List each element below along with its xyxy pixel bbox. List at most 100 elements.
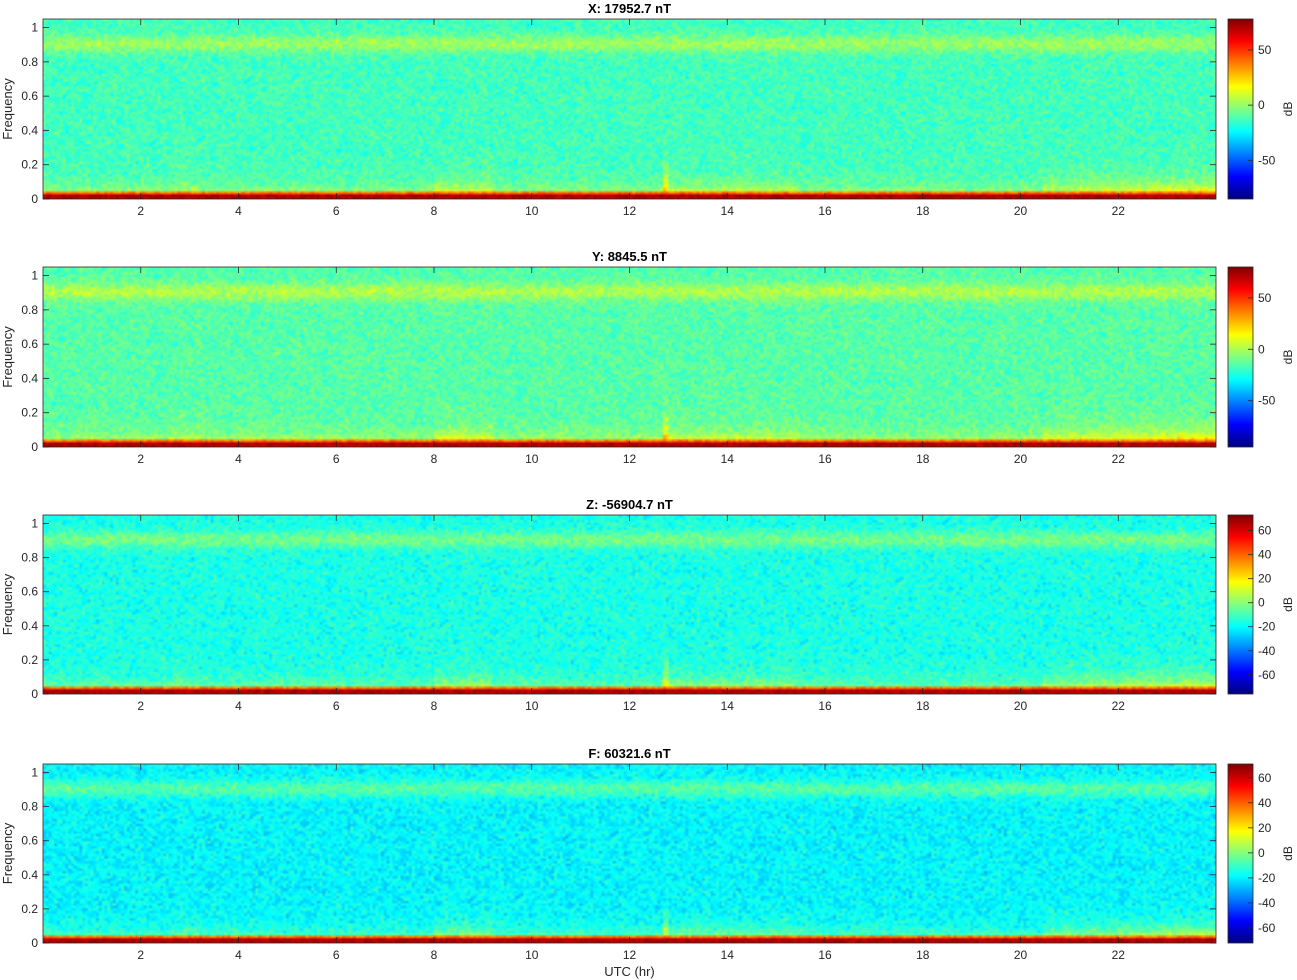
colorbar-gradient xyxy=(1227,514,1254,695)
spectrogram-panel-1: 2 4 6 8 10 12 14 16 18 20 22 0 0.2 0.4 0.6 0.8 1 X: 17952… xyxy=(0,1,1295,218)
spectrogram-image xyxy=(43,19,1216,199)
y-tick-label: 0.4 xyxy=(21,123,38,137)
x-tick-label: 22 xyxy=(1112,204,1126,218)
x-tick-label: 10 xyxy=(525,452,539,466)
x-tick-label: 10 xyxy=(525,699,539,713)
colorbar-tick-label: 50 xyxy=(1258,291,1272,305)
colorbar-tick-label: -50 xyxy=(1258,153,1276,167)
x-tick-label: 16 xyxy=(818,204,832,218)
y-tick-label: 0.6 xyxy=(21,89,38,103)
colorbar: -50 0 50 dB xyxy=(1227,18,1295,200)
x-tick-label: 16 xyxy=(818,948,832,962)
colorbar-tick-label: 0 xyxy=(1258,98,1265,112)
colorbar-tick-label: 20 xyxy=(1258,821,1272,835)
x-tick-label: 2 xyxy=(137,452,144,466)
spectrogram-image xyxy=(43,267,1216,447)
x-axis-label: UTC (hr) xyxy=(604,964,655,979)
y-tick-label: 0.4 xyxy=(21,868,38,882)
y-tick-label: 1 xyxy=(31,269,38,283)
panel-title: F: 60321.6 nT xyxy=(588,746,670,761)
colorbar-tick-label: 40 xyxy=(1258,548,1272,562)
panel-title: Y: 8845.5 nT xyxy=(592,249,667,264)
y-tick-label: 0.2 xyxy=(21,406,38,420)
colorbar-tick-label: -60 xyxy=(1258,921,1276,935)
y-tick-label: 0.2 xyxy=(21,902,38,916)
y-tick-label: 0.8 xyxy=(21,800,38,814)
x-tick-label: 20 xyxy=(1014,699,1028,713)
x-tick-label: 18 xyxy=(916,699,930,713)
colorbar-tick-label: -60 xyxy=(1258,668,1276,682)
y-axis-label: Frequency xyxy=(0,822,15,884)
spectrogram-image xyxy=(43,764,1216,943)
y-tick-label: 1 xyxy=(31,517,38,531)
x-tick-label: 2 xyxy=(137,699,144,713)
x-tick-label: 14 xyxy=(721,452,735,466)
colorbar-tick-label: -20 xyxy=(1258,620,1276,634)
y-tick-label: 0 xyxy=(31,440,38,454)
y-axis-label: Frequency xyxy=(0,573,15,635)
y-tick-label: 0.2 xyxy=(21,158,38,172)
x-tick-label: 12 xyxy=(623,452,637,466)
colorbar-tick-label: 60 xyxy=(1258,524,1272,538)
y-tick-label: 0.4 xyxy=(21,619,38,633)
x-tick-label: 18 xyxy=(916,948,930,962)
colorbar-tick-label: -50 xyxy=(1258,394,1276,408)
x-tick-label: 14 xyxy=(721,948,735,962)
x-tick-label: 4 xyxy=(235,948,242,962)
colorbar-tick-label: 40 xyxy=(1258,796,1272,810)
spectrogram-image xyxy=(43,515,1216,694)
x-tick-label: 12 xyxy=(623,204,637,218)
colorbar-label: dB xyxy=(1281,102,1295,117)
colorbar: -60 -40 -20 0 20 40 60 dB xyxy=(1227,763,1295,944)
colorbar-tick-label: 20 xyxy=(1258,572,1272,586)
colorbar-tick-label: 0 xyxy=(1258,846,1265,860)
x-tick-label: 14 xyxy=(721,204,735,218)
panel-title: X: 17952.7 nT xyxy=(588,1,671,16)
y-tick-label: 0 xyxy=(31,192,38,206)
colorbar: -50 0 50 dB xyxy=(1227,266,1295,448)
spectrogram-panel-3: 2 4 6 8 10 12 14 16 18 20 22 0 0.2 0.4 0.6 0.8 1 Z: -5690… xyxy=(0,497,1295,713)
colorbar-label: dB xyxy=(1281,597,1295,612)
colorbar-tick-label: 0 xyxy=(1258,596,1265,610)
x-tick-label: 8 xyxy=(431,699,438,713)
x-tick-label: 22 xyxy=(1112,948,1126,962)
y-axis-label: Frequency xyxy=(0,78,15,140)
panel-title: Z: -56904.7 nT xyxy=(586,497,673,512)
x-tick-label: 14 xyxy=(721,699,735,713)
x-tick-label: 22 xyxy=(1112,452,1126,466)
y-tick-label: 1 xyxy=(31,766,38,780)
x-tick-label: 8 xyxy=(431,948,438,962)
y-tick-label: 0.2 xyxy=(21,653,38,667)
x-tick-label: 20 xyxy=(1014,204,1028,218)
colorbar: -60 -40 -20 0 20 40 60 dB xyxy=(1227,514,1295,695)
colorbar-tick-label: 0 xyxy=(1258,342,1265,356)
colorbar-gradient xyxy=(1227,266,1254,448)
x-tick-label: 16 xyxy=(818,452,832,466)
x-tick-label: 20 xyxy=(1014,452,1028,466)
colorbar-label: dB xyxy=(1281,350,1295,365)
colorbar-label: dB xyxy=(1281,846,1295,861)
y-tick-label: 0.8 xyxy=(21,303,38,317)
colorbar-gradient xyxy=(1227,18,1254,200)
x-tick-label: 20 xyxy=(1014,948,1028,962)
y-tick-label: 0.4 xyxy=(21,371,38,385)
x-tick-label: 6 xyxy=(333,948,340,962)
y-tick-label: 0.6 xyxy=(21,834,38,848)
colorbar-tick-label: -20 xyxy=(1258,871,1276,885)
y-tick-label: 1 xyxy=(31,21,38,35)
colorbar-tick-label: -40 xyxy=(1258,644,1276,658)
spectrogram-panel-4: 2 4 6 8 10 12 14 16 18 20 22 0 0.2 0.4 0.6 0.8 1 F: 60321… xyxy=(0,746,1295,979)
y-tick-label: 0.8 xyxy=(21,551,38,565)
x-tick-label: 22 xyxy=(1112,699,1126,713)
x-tick-label: 6 xyxy=(333,699,340,713)
y-tick-label: 0.6 xyxy=(21,337,38,351)
x-tick-label: 8 xyxy=(431,452,438,466)
x-tick-label: 12 xyxy=(623,948,637,962)
x-tick-label: 18 xyxy=(916,204,930,218)
colorbar-gradient xyxy=(1227,763,1254,944)
x-tick-label: 2 xyxy=(137,948,144,962)
x-tick-label: 12 xyxy=(623,699,637,713)
x-tick-label: 6 xyxy=(333,204,340,218)
y-tick-label: 0 xyxy=(31,687,38,701)
